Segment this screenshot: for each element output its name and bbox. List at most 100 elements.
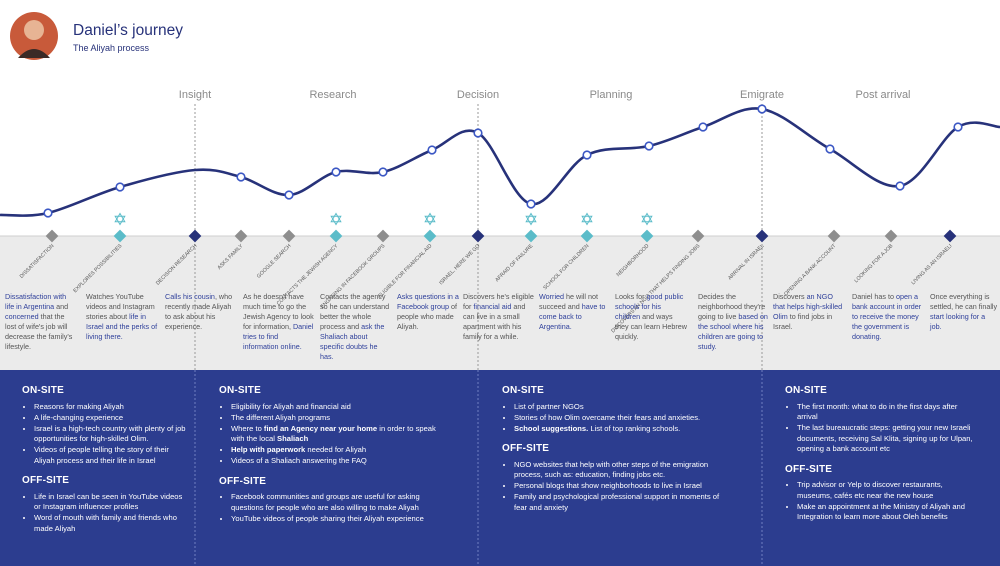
subtitle: The Aliyah process — [73, 43, 150, 53]
text-segment: Contacts the agency so he can understand… — [320, 292, 390, 331]
text-segment: Trip advisor or Yelp to discover restaur… — [797, 480, 943, 500]
step-description: Once everything is settled, he can final… — [930, 292, 998, 332]
step-marker — [45, 229, 59, 243]
text-segment: Discovers he's eligible for — [463, 292, 534, 311]
touchpoint-item: A life-changing experience — [34, 413, 187, 424]
step-description: Discovers he's eligible for financial ai… — [463, 292, 535, 342]
text-segment: needed for Aliyah — [305, 445, 367, 454]
touchpoint-item: Reasons for making Aliyah — [34, 402, 187, 413]
curve-point — [644, 141, 654, 151]
icon-triangle — [525, 215, 537, 226]
step-description: Contacts the agency so he can understand… — [320, 292, 392, 362]
phase-label: Emigrate — [740, 89, 784, 101]
text-segment: that the lost of wife's job will decreas… — [5, 312, 73, 351]
text-segment: Where to — [231, 423, 264, 433]
text-segment: As he doesn't have much time to go the J… — [243, 292, 314, 331]
text-segment: Make an appointment at the Ministry of A… — [797, 501, 966, 522]
step-marker — [113, 229, 127, 243]
highlight-text: Dissatisfaction with life in Argentina — [5, 292, 67, 311]
off-site-list: Facebook communities and groups are usef… — [219, 492, 439, 524]
highlight-text: open a bank account in order to receive … — [852, 292, 922, 341]
touchpoint-item: Word of mouth with family and friends wh… — [34, 513, 187, 534]
step-description: Discovers an NGO that helps high-skilled… — [773, 292, 845, 332]
highlight-text: ask the Shaliach about specific doubts h… — [320, 322, 385, 361]
touchpoint-item: Eligibility for Aliyah and financial aid — [231, 402, 439, 413]
text-segment: List of top ranking schools. — [588, 423, 681, 433]
step-icon — [424, 212, 436, 226]
step-marker — [282, 229, 296, 243]
icon-triangle — [330, 215, 342, 226]
touchpoint-item: The last bureaucratic steps: getting you… — [797, 423, 975, 455]
touchpoint-item: Israel is a high-tech country with plent… — [34, 424, 187, 445]
emotion-curve — [0, 107, 1000, 217]
title: Daniel’s journey — [73, 22, 183, 39]
icon-triangle — [114, 212, 126, 223]
text-segment: of people who made Aliyah. — [397, 302, 457, 331]
touchpoint-item: Help with paperwork needed for Aliyah — [231, 445, 439, 456]
touchpoint-column: ON-SITE List of partner NGOsStories of ho… — [502, 385, 727, 523]
curve-point — [43, 208, 53, 218]
text-segment: The last bureaucratic steps: getting you… — [797, 423, 973, 453]
on-site-heading: ON-SITE — [785, 385, 827, 396]
highlight-text: Asks questions in a Facebook group — [397, 292, 459, 311]
text-segment: List of partner NGOs — [514, 401, 584, 411]
highlight-text: Calls his cousin — [165, 292, 215, 301]
phase-label: Decision — [457, 89, 499, 101]
off-site-list: Life in Israel can be seen in YouTube vi… — [22, 492, 187, 535]
highlight-text: an NGO that helps high-skilled Olim — [773, 292, 843, 321]
curve-point — [526, 199, 536, 209]
icon-triangle — [581, 215, 593, 226]
on-site-list: Eligibility for Aliyah and financial aid… — [219, 402, 439, 467]
text-segment: The first month: what to do in the first… — [797, 401, 958, 422]
step-marker — [423, 229, 437, 243]
text-segment: and can live in a small apartment with h… — [463, 302, 526, 341]
step-description: Looks for good public schools for his ch… — [615, 292, 687, 342]
off-site-heading: OFF-SITE — [219, 475, 267, 487]
off-site-heading: OFF-SITE — [502, 443, 550, 454]
step-icon — [114, 212, 126, 226]
touchpoint-item: Trip advisor or Yelp to discover restaur… — [797, 480, 975, 501]
step-marker — [471, 229, 485, 243]
avatar-shoulders — [18, 49, 50, 58]
curve-point — [825, 144, 835, 154]
touchpoint-item: List of partner NGOs — [514, 402, 727, 413]
step-description: Dissatisfaction with life in Argentina a… — [5, 292, 77, 352]
curve-point — [115, 182, 125, 192]
text-segment: The different Aliyah programs — [231, 412, 331, 422]
on-site-list: The first month: what to do in the first… — [785, 402, 975, 455]
highlight-text: concerned — [5, 312, 39, 321]
text-segment: and ways they can learn Hebrew quickly. — [615, 312, 687, 341]
text-segment: Videos of people telling the story of th… — [34, 445, 169, 465]
highlight-text: based on the school where his children a… — [698, 312, 768, 351]
step-description: Daniel has to open a bank account in ord… — [852, 292, 924, 342]
phase-label: Research — [309, 89, 356, 101]
icon-triangle — [424, 215, 436, 226]
text-segment: , who recently made Aliyah to ask about … — [165, 292, 233, 331]
highlight-text: Worried — [539, 292, 565, 301]
touchpoint-item: Make an appointment at the Ministry of A… — [797, 502, 975, 523]
touchpoint-item: Where to find an Agency near your home i… — [231, 424, 439, 445]
phase-label: Planning — [590, 89, 633, 101]
description-band — [0, 236, 1000, 370]
icon-triangle — [641, 215, 653, 226]
touchpoint-band — [0, 370, 1000, 566]
step-icon — [525, 212, 537, 226]
off-site-list: NGO websites that help with other steps … — [502, 460, 727, 514]
touchpoint-item: School suggestions. List of top ranking … — [514, 424, 727, 435]
text-segment: Once everything is settled, he can final… — [930, 292, 998, 311]
highlight-text: Daniel tries to find information online. — [243, 322, 314, 351]
on-site-heading: ON-SITE — [219, 385, 261, 396]
step-marker — [188, 229, 202, 243]
touchpoint-column: ON-SITE Reasons for making AliyahA life-c… — [22, 385, 187, 544]
highlight-text: financial aid — [473, 302, 512, 311]
text-segment: Stories of how Olim overcame their fears… — [514, 412, 701, 422]
curve-point — [582, 150, 592, 160]
step-description: Asks questions in a Facebook group of pe… — [397, 292, 469, 332]
highlight-text: find an Agency near your home — [263, 423, 378, 433]
curve-point — [953, 122, 963, 132]
text-segment: he will not succeed and — [539, 292, 598, 311]
touchpoint-item: The different Aliyah programs — [231, 413, 439, 424]
step-description: Calls his cousin, who recently made Aliy… — [165, 292, 237, 332]
step-description: Decides the neighborhood they're going t… — [698, 292, 770, 352]
